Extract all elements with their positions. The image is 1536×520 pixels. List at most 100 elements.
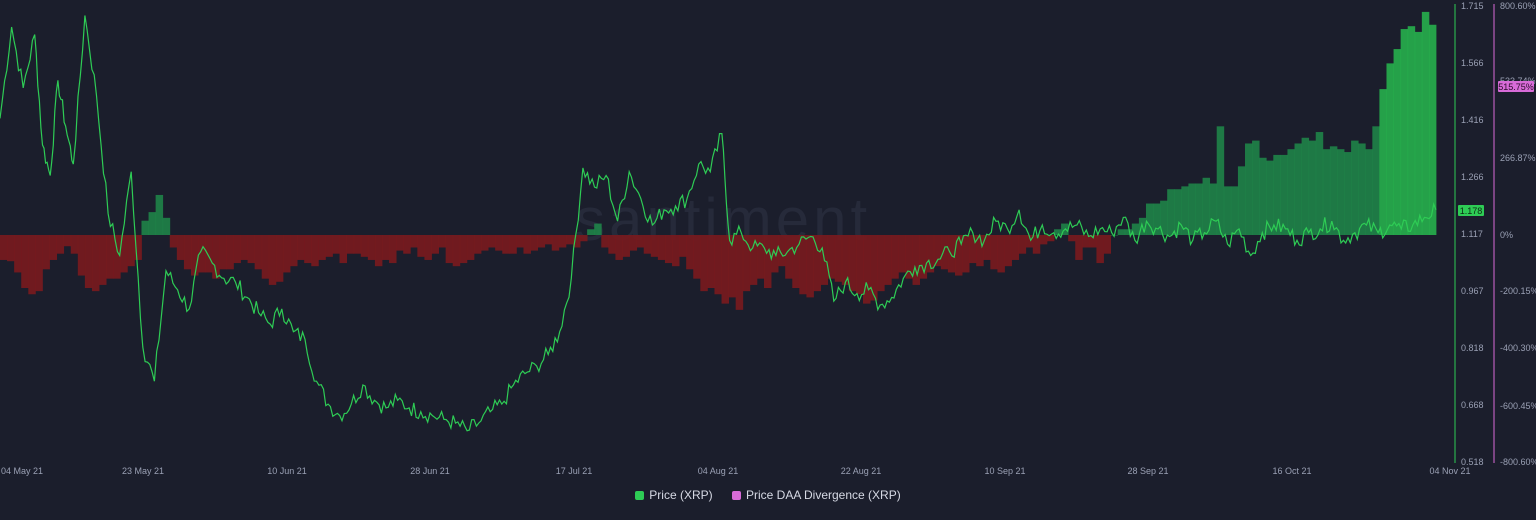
divergence-bar (1054, 229, 1062, 235)
divergence-bar (360, 235, 369, 257)
legend-label-price: Price (XRP) (649, 488, 713, 502)
divergence-bar (311, 235, 319, 267)
price-axis-tick: 1.566 (1461, 58, 1484, 68)
price-value-text: 1.178 (1460, 206, 1483, 216)
divergence-bar (1386, 63, 1394, 235)
divergence-bar (537, 235, 546, 248)
divergence-bar (141, 220, 149, 235)
divergence-bar (374, 235, 383, 267)
divergence-bar (1351, 140, 1359, 235)
divergence-bar (1004, 235, 1012, 267)
divergence-bar (127, 235, 135, 267)
date-axis-tick: 28 Jun 21 (410, 466, 450, 476)
divergence-bar (481, 235, 489, 251)
divergence-bar (1096, 235, 1104, 264)
divergence-bar (275, 235, 284, 282)
divergence-bar (848, 235, 857, 292)
legend-item-price[interactable]: Price (XRP) (635, 488, 713, 502)
price-line (0, 15, 1437, 432)
divergence-bar (976, 235, 984, 267)
divergence-bar (1216, 126, 1225, 235)
divergence-bar (134, 235, 142, 260)
divergence-bar (1082, 235, 1090, 248)
divergence-bar (587, 229, 595, 235)
divergence-bar (1195, 183, 1203, 235)
divergence-bar (629, 235, 638, 251)
divergence-bar (410, 235, 418, 248)
divergence-bar (1315, 132, 1324, 235)
divergence-bar (813, 235, 821, 292)
divergence-bar (1018, 235, 1027, 254)
legend-label-divergence: Price DAA Divergence (XRP) (745, 488, 901, 502)
divergence-bar (452, 235, 461, 267)
divergence-bar (445, 235, 454, 264)
legend-item-divergence[interactable]: Price DAA Divergence (XRP) (731, 488, 901, 502)
divergence-bar (1245, 143, 1253, 235)
date-axis-tick: 10 Jun 21 (267, 466, 307, 476)
divergence-bar (707, 235, 715, 289)
divergence-bar (530, 235, 539, 251)
date-axis-tick: 04 Aug 21 (698, 466, 739, 476)
divergence-bar (14, 235, 22, 273)
price-axis-tick: 0.518 (1461, 457, 1484, 467)
divergence-bar (615, 235, 623, 260)
divergence-bar (1358, 143, 1366, 235)
divergence-bar (77, 235, 86, 276)
divergence-bar (1032, 235, 1041, 254)
divergence-bar (509, 235, 517, 254)
divergence-bar (120, 235, 128, 273)
divergence-bar (473, 235, 482, 254)
divergence-bar (891, 235, 899, 279)
divergence-bar (608, 235, 616, 254)
divergence-bar (219, 235, 227, 270)
divergence-bar (162, 217, 171, 235)
divergence-bar (1273, 154, 1281, 235)
divergence-bar (905, 235, 913, 279)
divergence-bar (42, 235, 50, 270)
divergence-bar (1308, 140, 1317, 235)
divergence-bar (205, 235, 213, 273)
divergence-bar (1103, 235, 1111, 254)
divergence-bar (502, 235, 510, 254)
divergence-bar (933, 235, 942, 267)
divergence-bar (0, 235, 8, 260)
divergence-bar (1259, 157, 1267, 235)
date-axis-tick: 04 May 21 (1, 466, 43, 476)
divergence-bar (1287, 149, 1295, 235)
divergence-bar (565, 235, 574, 245)
divergence-bar (1089, 235, 1097, 248)
price-axis-tick: 0.818 (1461, 343, 1484, 353)
divergence-bar (198, 235, 206, 273)
divergence-bar (1372, 126, 1380, 235)
divergence-bar (841, 235, 850, 285)
divergence-bar (353, 235, 362, 254)
divergence-bar (495, 235, 503, 251)
divergence-bar (63, 235, 72, 247)
divergence-bar (884, 235, 892, 285)
divergence-value-text: 515.75% (1498, 82, 1534, 92)
divergence-bar (657, 235, 666, 260)
divergence-bar (551, 235, 560, 251)
divergence-bar (926, 235, 935, 273)
divergence-bar (1252, 140, 1260, 235)
divergence-bar (834, 235, 843, 282)
divergence-bar (459, 235, 468, 264)
divergence-bar (664, 235, 673, 264)
divergence-bar (1336, 149, 1345, 235)
divergence-bar (990, 235, 998, 270)
divergence-bar (622, 235, 630, 257)
divergence-bar (148, 212, 157, 235)
divergence-axis-tick: -600.45% (1500, 401, 1536, 411)
divergence-bar (679, 235, 687, 257)
divergence-bar (1167, 189, 1175, 235)
divergence-bar (70, 235, 79, 254)
divergence-axis-tick: 800.60% (1500, 1, 1536, 11)
legend-swatch-price (635, 490, 645, 500)
divergence-bar (1322, 149, 1331, 235)
divergence-bar (1365, 149, 1373, 235)
date-axis-tick: 17 Jul 21 (556, 466, 593, 476)
divergence-bar (1393, 49, 1402, 235)
divergence-bar (212, 235, 220, 279)
divergence-bar (1075, 235, 1083, 260)
